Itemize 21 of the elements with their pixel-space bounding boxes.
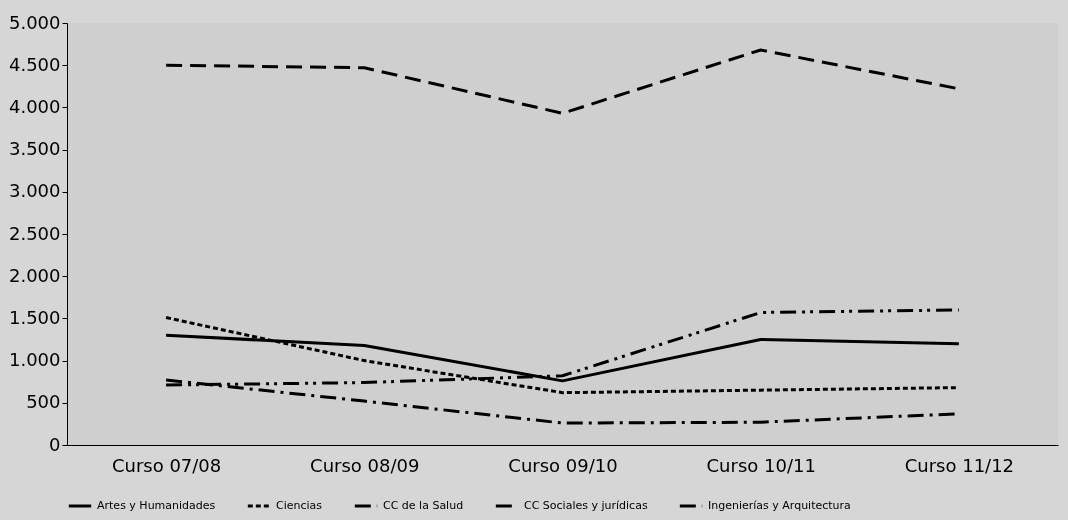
y-tick-label: 4.000: [8, 95, 61, 117]
legend-label: CC Sociales y jurídicas: [524, 499, 648, 512]
x-tick-label: Curso 10/11: [706, 454, 816, 476]
y-tick-label: 2.500: [8, 222, 61, 244]
x-tick-label: Curso 09/10: [508, 454, 618, 476]
y-tick-label: 3.500: [8, 138, 61, 160]
legend-label: Artes y Humanidades: [97, 499, 216, 512]
y-tick-label: 1.000: [8, 349, 61, 371]
legend-label: Ciencias: [276, 499, 323, 512]
y-tick-label: 1.500: [8, 306, 61, 328]
legend-label: CC de la Salud: [383, 499, 464, 512]
legend-label: Ingenierías y Arquitectura: [708, 499, 851, 512]
x-tick-label: Curso 11/12: [904, 454, 1015, 476]
y-tick-label: 2.000: [8, 264, 61, 286]
y-tick-label: 500: [26, 391, 61, 413]
y-tick-label: 5.000: [8, 11, 61, 33]
y-tick-label: 4.500: [8, 53, 61, 75]
y-tick-label: 3.000: [8, 180, 61, 202]
x-tick-label: Curso 08/09: [310, 454, 420, 476]
y-tick-label: 0: [49, 433, 61, 455]
x-tick-label: Curso 07/08: [111, 454, 222, 476]
